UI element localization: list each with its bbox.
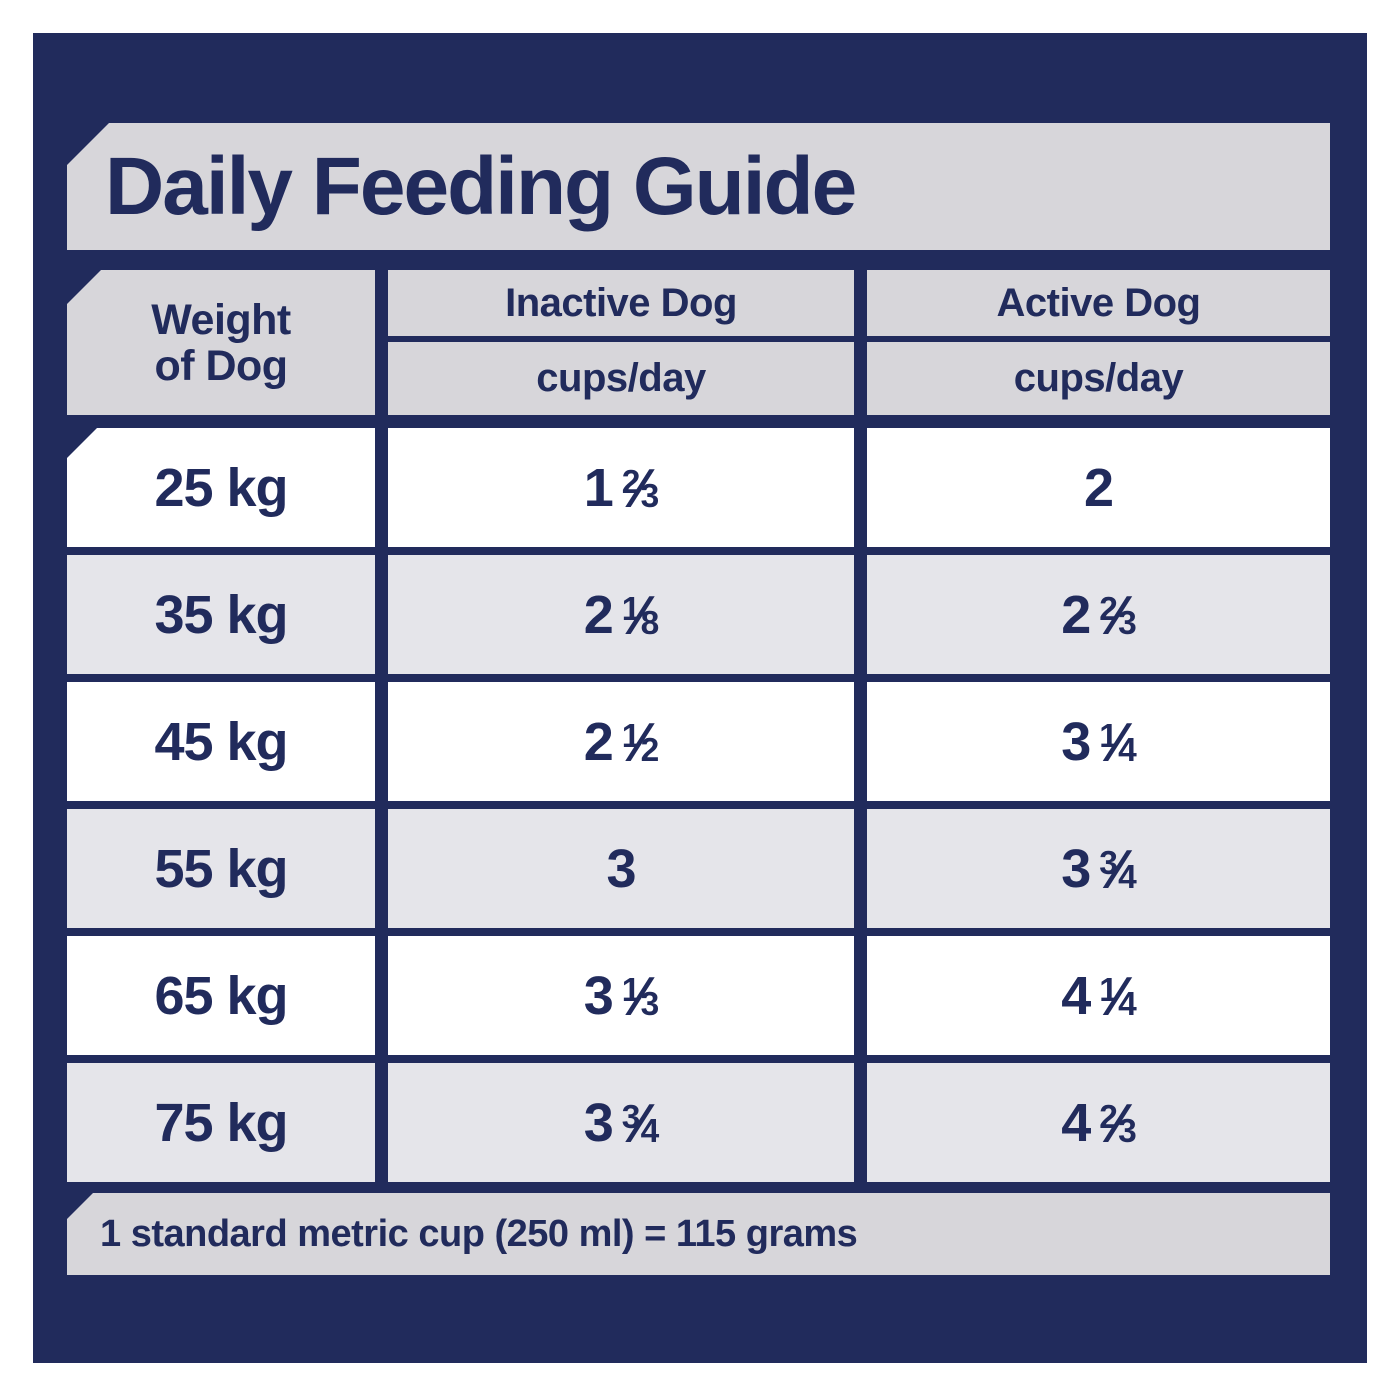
active-cups-cell: 3 3⁄4 bbox=[867, 809, 1330, 928]
page-title: Daily Feeding Guide bbox=[105, 140, 857, 232]
active-cups-cell: 4 2⁄3 bbox=[867, 1063, 1330, 1182]
table-header: Weight of Dog Inactive Dog cups/day Acti… bbox=[67, 270, 1330, 415]
inactive-cups-cell: 3 3⁄4 bbox=[388, 1063, 854, 1182]
header-active-dog: Active Dog cups/day bbox=[867, 270, 1330, 415]
table-body: 25 kg 1 2⁄3 2 35 kg 2 1⁄8 2 2⁄3 45 kg 2 1⁄2 … bbox=[67, 428, 1330, 1182]
weight-cell: 75 kg bbox=[67, 1063, 375, 1182]
header-active-unit: cups/day bbox=[1013, 356, 1184, 400]
weight-cell: 35 kg bbox=[67, 555, 375, 674]
inactive-cups-cell: 2 1⁄2 bbox=[388, 682, 854, 801]
inactive-cups-cell: 2 1⁄8 bbox=[388, 555, 854, 674]
header-divider-line bbox=[867, 336, 1330, 342]
active-cups-cell: 4 1⁄4 bbox=[867, 936, 1330, 1055]
header-weight-line2: of Dog bbox=[154, 341, 288, 390]
header-inactive-unit: cups/day bbox=[536, 356, 706, 400]
weight-cell: 65 kg bbox=[67, 936, 375, 1055]
header-inactive-dog: Inactive Dog cups/day bbox=[388, 270, 854, 415]
header-inactive-label: Inactive Dog bbox=[505, 280, 737, 325]
inactive-cups-cell: 3 bbox=[388, 809, 854, 928]
active-cups-cell: 2 bbox=[867, 428, 1330, 547]
header-divider-line bbox=[388, 336, 854, 342]
weight-cell: 45 kg bbox=[67, 682, 375, 801]
header-weight-line1: Weight bbox=[151, 295, 291, 344]
active-cups-cell: 3 1⁄4 bbox=[867, 682, 1330, 801]
navy-panel: Daily Feeding Guide Weight of Dog Inacti… bbox=[33, 33, 1367, 1363]
cup-conversion-note: 1 standard metric cup (250 ml) = 115 gra… bbox=[100, 1212, 858, 1255]
header-active-label: Active Dog bbox=[996, 280, 1201, 325]
footer-band: 1 standard metric cup (250 ml) = 115 gra… bbox=[67, 1193, 1330, 1275]
header-weight-of-dog: Weight of Dog bbox=[67, 270, 375, 415]
inactive-cups-cell: 1 2⁄3 bbox=[388, 428, 854, 547]
title-band: Daily Feeding Guide bbox=[67, 123, 1330, 250]
inactive-cups-cell: 3 1⁄3 bbox=[388, 936, 854, 1055]
active-cups-cell: 2 2⁄3 bbox=[867, 555, 1330, 674]
weight-cell: 25 kg bbox=[67, 428, 375, 547]
weight-cell: 55 kg bbox=[67, 809, 375, 928]
